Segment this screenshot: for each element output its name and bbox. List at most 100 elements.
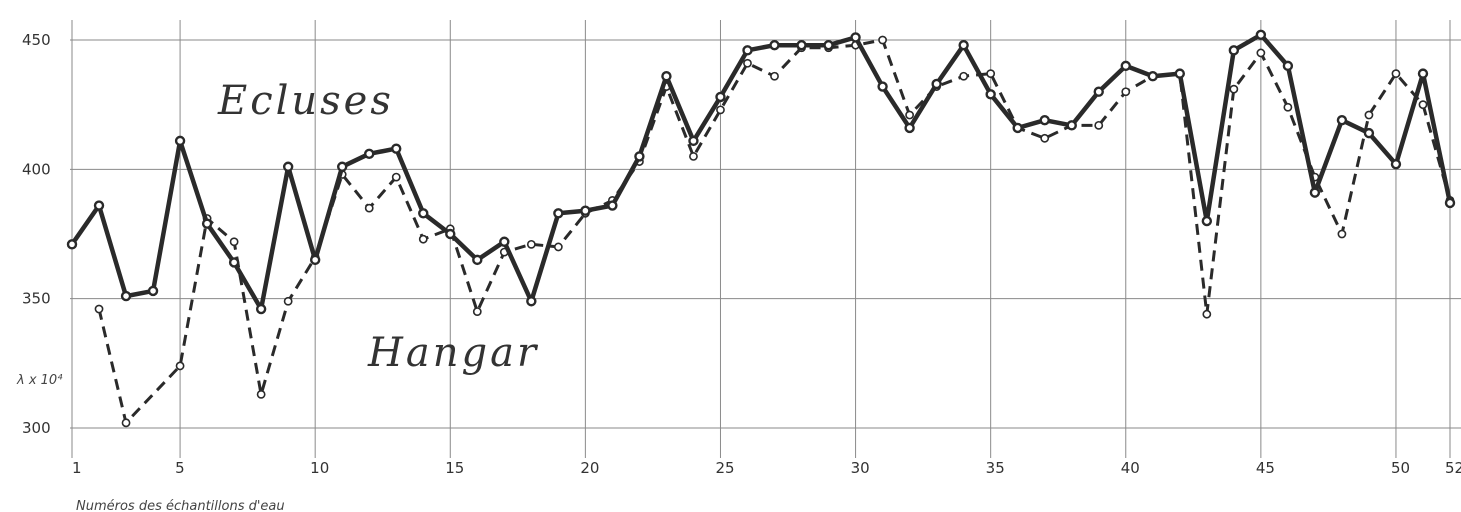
data-point-ecluses [904,122,915,134]
data-point-ecluses [688,135,699,147]
data-point-ecluses [309,254,321,266]
data-point-ecluses [1336,114,1348,126]
x-tick-label: 15 [445,459,464,477]
data-point-ecluses [445,228,456,240]
data-point-hangar [1364,110,1374,120]
data-point-ecluses [66,239,78,250]
x-axis-label: Numéros des échantillons d'eau [76,499,285,512]
data-point-ecluses [174,135,186,147]
data-point-ecluses [553,208,564,219]
data-point-ecluses [1309,187,1321,198]
series-ecluses [66,29,1456,315]
data-point-ecluses [1255,29,1267,41]
data-point-ecluses [1201,215,1213,227]
data-point-ecluses [1417,68,1429,79]
y-tick-label: 450 [22,31,51,49]
x-tick-label: 20 [580,459,599,477]
data-point-hangar [716,105,725,115]
data-point-ecluses [1012,122,1023,134]
data-point-hangar [689,151,698,161]
data-point-hangar [418,234,428,244]
data-point-hangar [743,58,752,68]
data-point-hangar [472,307,482,316]
data-point-hangar [553,242,563,252]
data-point-hangar [959,71,969,81]
data-point-ecluses [1390,158,1402,170]
data-point-ecluses [769,39,780,51]
data-point-hangar [121,418,131,428]
x-tick-label: 30 [851,459,870,477]
data-point-ecluses [607,200,618,211]
x-tick-label: 52 [1445,459,1461,477]
data-point-ecluses [255,303,267,315]
series-layer [66,29,1456,428]
data-point-ecluses [1228,45,1240,56]
data-point-ecluses [282,161,294,172]
y-tick-label: 300 [22,419,51,437]
data-point-ecluses [742,45,753,56]
data-point-hangar [1283,102,1293,112]
y-tick-label: 400 [22,160,51,178]
data-point-ecluses [147,285,159,297]
data-point-ecluses [1093,86,1104,97]
data-point-ecluses [931,78,942,90]
x-tick-label: 45 [1256,459,1275,477]
data-point-hangar [1337,229,1347,239]
data-point-ecluses [823,39,834,51]
data-point-hangar [905,110,915,120]
data-point-ecluses [1120,60,1131,72]
data-point-hangar [283,296,293,306]
data-point-ecluses [850,32,861,43]
data-point-ecluses [499,236,510,247]
data-point-ecluses [364,148,375,160]
data-point-hangar [391,172,401,182]
data-point-hangar [1391,69,1401,79]
data-point-ecluses [877,81,888,92]
data-point-ecluses [1039,114,1050,126]
x-tick-label: 35 [986,459,1005,477]
data-point-ecluses [1174,68,1186,79]
data-point-hangar [1121,87,1131,97]
data-point-ecluses [715,91,726,103]
data-point-hangar [770,71,779,81]
data-point-ecluses [472,254,483,266]
data-point-ecluses [661,71,672,82]
data-point-ecluses [418,208,429,219]
data-point-ecluses [336,161,348,172]
x-tick-label: 50 [1391,459,1410,477]
data-point-ecluses [1282,60,1294,72]
series-line-hangar [97,38,1452,425]
y-tick-label: 350 [22,290,51,308]
data-point-ecluses [985,89,996,100]
data-point-hangar [1094,120,1104,130]
data-point-hangar [364,203,374,213]
data-point-ecluses [391,143,402,154]
y-axis-label: λ x 10⁴ [16,373,63,388]
data-point-ecluses [120,290,132,302]
data-point-hangar [94,304,104,314]
data-point-hangar [1202,309,1212,319]
data-point-hangar [526,239,536,249]
data-point-ecluses [93,200,105,211]
series-line-ecluses [69,32,1453,312]
data-point-ecluses [1444,197,1456,209]
data-point-ecluses [526,296,537,307]
series-label-ecluses: Ecluses [217,78,394,124]
data-point-hangar [878,35,887,45]
series-label-hangar: Hangar [367,330,539,376]
data-point-hangar [229,237,239,247]
data-point-hangar [1256,48,1266,58]
data-point-hangar [175,361,185,371]
data-point-ecluses [634,151,645,162]
data-point-ecluses [1066,120,1077,131]
data-point-ecluses [1147,71,1158,82]
data-point-hangar [1229,84,1239,94]
data-point-ecluses [580,205,591,216]
data-point-ecluses [958,39,969,51]
data-point-hangar [1040,133,1050,143]
data-point-ecluses [201,218,213,229]
x-tick-label: 25 [715,459,734,477]
x-tick-label: 40 [1121,459,1140,477]
